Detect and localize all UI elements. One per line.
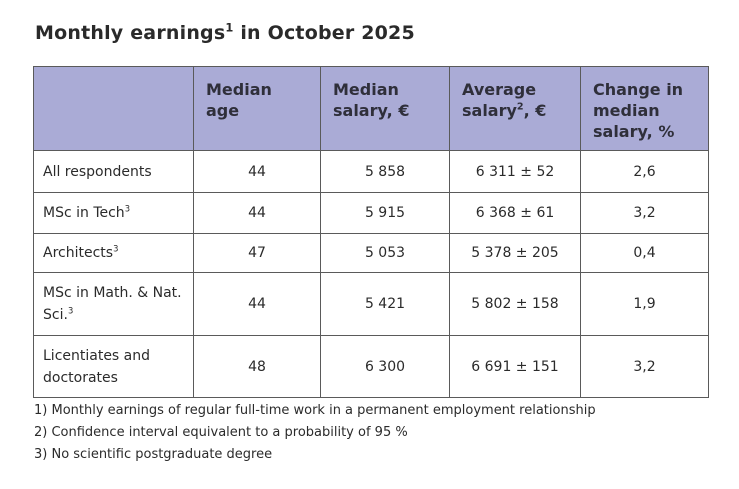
header-cell: Median age [193, 66, 321, 151]
table-cell: 6 691 ± 151 [449, 335, 581, 398]
table-cell: 5 053 [320, 233, 450, 273]
table-cell: 6 368 ± 61 [449, 192, 581, 234]
table-cell: 48 [193, 335, 321, 398]
header-row: Median age Median salary, € Average salary… [33, 66, 709, 151]
table-cell: 1,9 [580, 272, 709, 336]
table-cell: 5 915 [320, 192, 450, 234]
cell-text: Change in median salary, % [593, 80, 684, 141]
table-cell: 5 858 [320, 150, 450, 193]
table-cell: 6 300 [320, 335, 450, 398]
footnote: 2) Confidence interval equivalent to a p… [34, 425, 408, 440]
cell-text: Median salary, € [333, 80, 410, 120]
cell-text: Median age [206, 80, 272, 120]
cell-text: All respondents [43, 163, 152, 180]
cell-text: Architects [43, 245, 114, 261]
header-cell [33, 66, 194, 151]
table-cell: 3,2 [580, 335, 709, 398]
footnotes: 1) Monthly earnings of regular full-time… [34, 400, 596, 466]
title-rest: in October 2025 [240, 22, 415, 44]
table-cell: 47 [193, 233, 321, 273]
header-cell: Average salary2, € [449, 66, 581, 151]
footnote: 1) Monthly earnings of regular full-time… [34, 403, 596, 418]
table-cell: 6 311 ± 52 [449, 150, 581, 193]
table-body: All respondents 44 5 858 6 311 ± 52 2,6 MSc i… [33, 150, 709, 398]
table-cell: 5 378 ± 205 [449, 233, 581, 273]
table-row: Architects3 47 5 053 5 378 ± 205 0,4 [33, 233, 709, 273]
footnote-ref: 1 [225, 20, 234, 35]
table-row: MSc in Math. & Nat. Sci.3 44 5 421 5 802 ± … [33, 272, 709, 336]
footnote-ref: 2 [516, 101, 524, 113]
row-label: Licentiates and doctorates [33, 335, 194, 398]
table-row: All respondents 44 5 858 6 311 ± 52 2,6 [33, 150, 709, 193]
table-cell: 5 802 ± 158 [449, 272, 581, 336]
table-cell: 3,2 [580, 192, 709, 234]
table-cell: 44 [193, 192, 321, 234]
table-cell: 2,6 [580, 150, 709, 193]
cell-text: Average salary [462, 80, 537, 120]
footnote-ref: 3 [113, 243, 119, 254]
footnote-ref: 3 [124, 203, 131, 214]
cell-text: Licentiates and doctorates [43, 347, 151, 386]
table-cell: 44 [193, 150, 321, 193]
table-row: MSc in Tech3 44 5 915 6 368 ± 61 3,2 [33, 192, 709, 234]
footnote: 3) No scientific postgraduate degree [34, 447, 273, 462]
cell-text: , € [523, 101, 547, 120]
row-label: Architects3 [33, 233, 194, 273]
header-cell: Change in median salary, % [580, 66, 709, 151]
cell-text: MSc in Tech [43, 205, 125, 221]
footnote-ref: 3 [67, 305, 74, 316]
table-cell: 0,4 [580, 233, 709, 273]
earnings-table: Median age Median salary, € Average salary… [33, 66, 709, 398]
row-label: All respondents [33, 150, 194, 193]
table-cell: 44 [193, 272, 321, 336]
title: Monthly earnings1 in October 2025 [35, 22, 415, 44]
table-row: Licentiates and doctorates 48 6 300 6 691 ±… [33, 335, 709, 398]
header-cell: Median salary, € [320, 66, 450, 151]
row-label: MSc in Math. & Nat. Sci.3 [33, 272, 194, 336]
title-text: Monthly earnings [35, 22, 226, 44]
table-cell: 5 421 [320, 272, 450, 336]
cell-text: MSc in Math. & Nat. Sci. [43, 285, 182, 323]
row-label: MSc in Tech3 [33, 192, 194, 234]
